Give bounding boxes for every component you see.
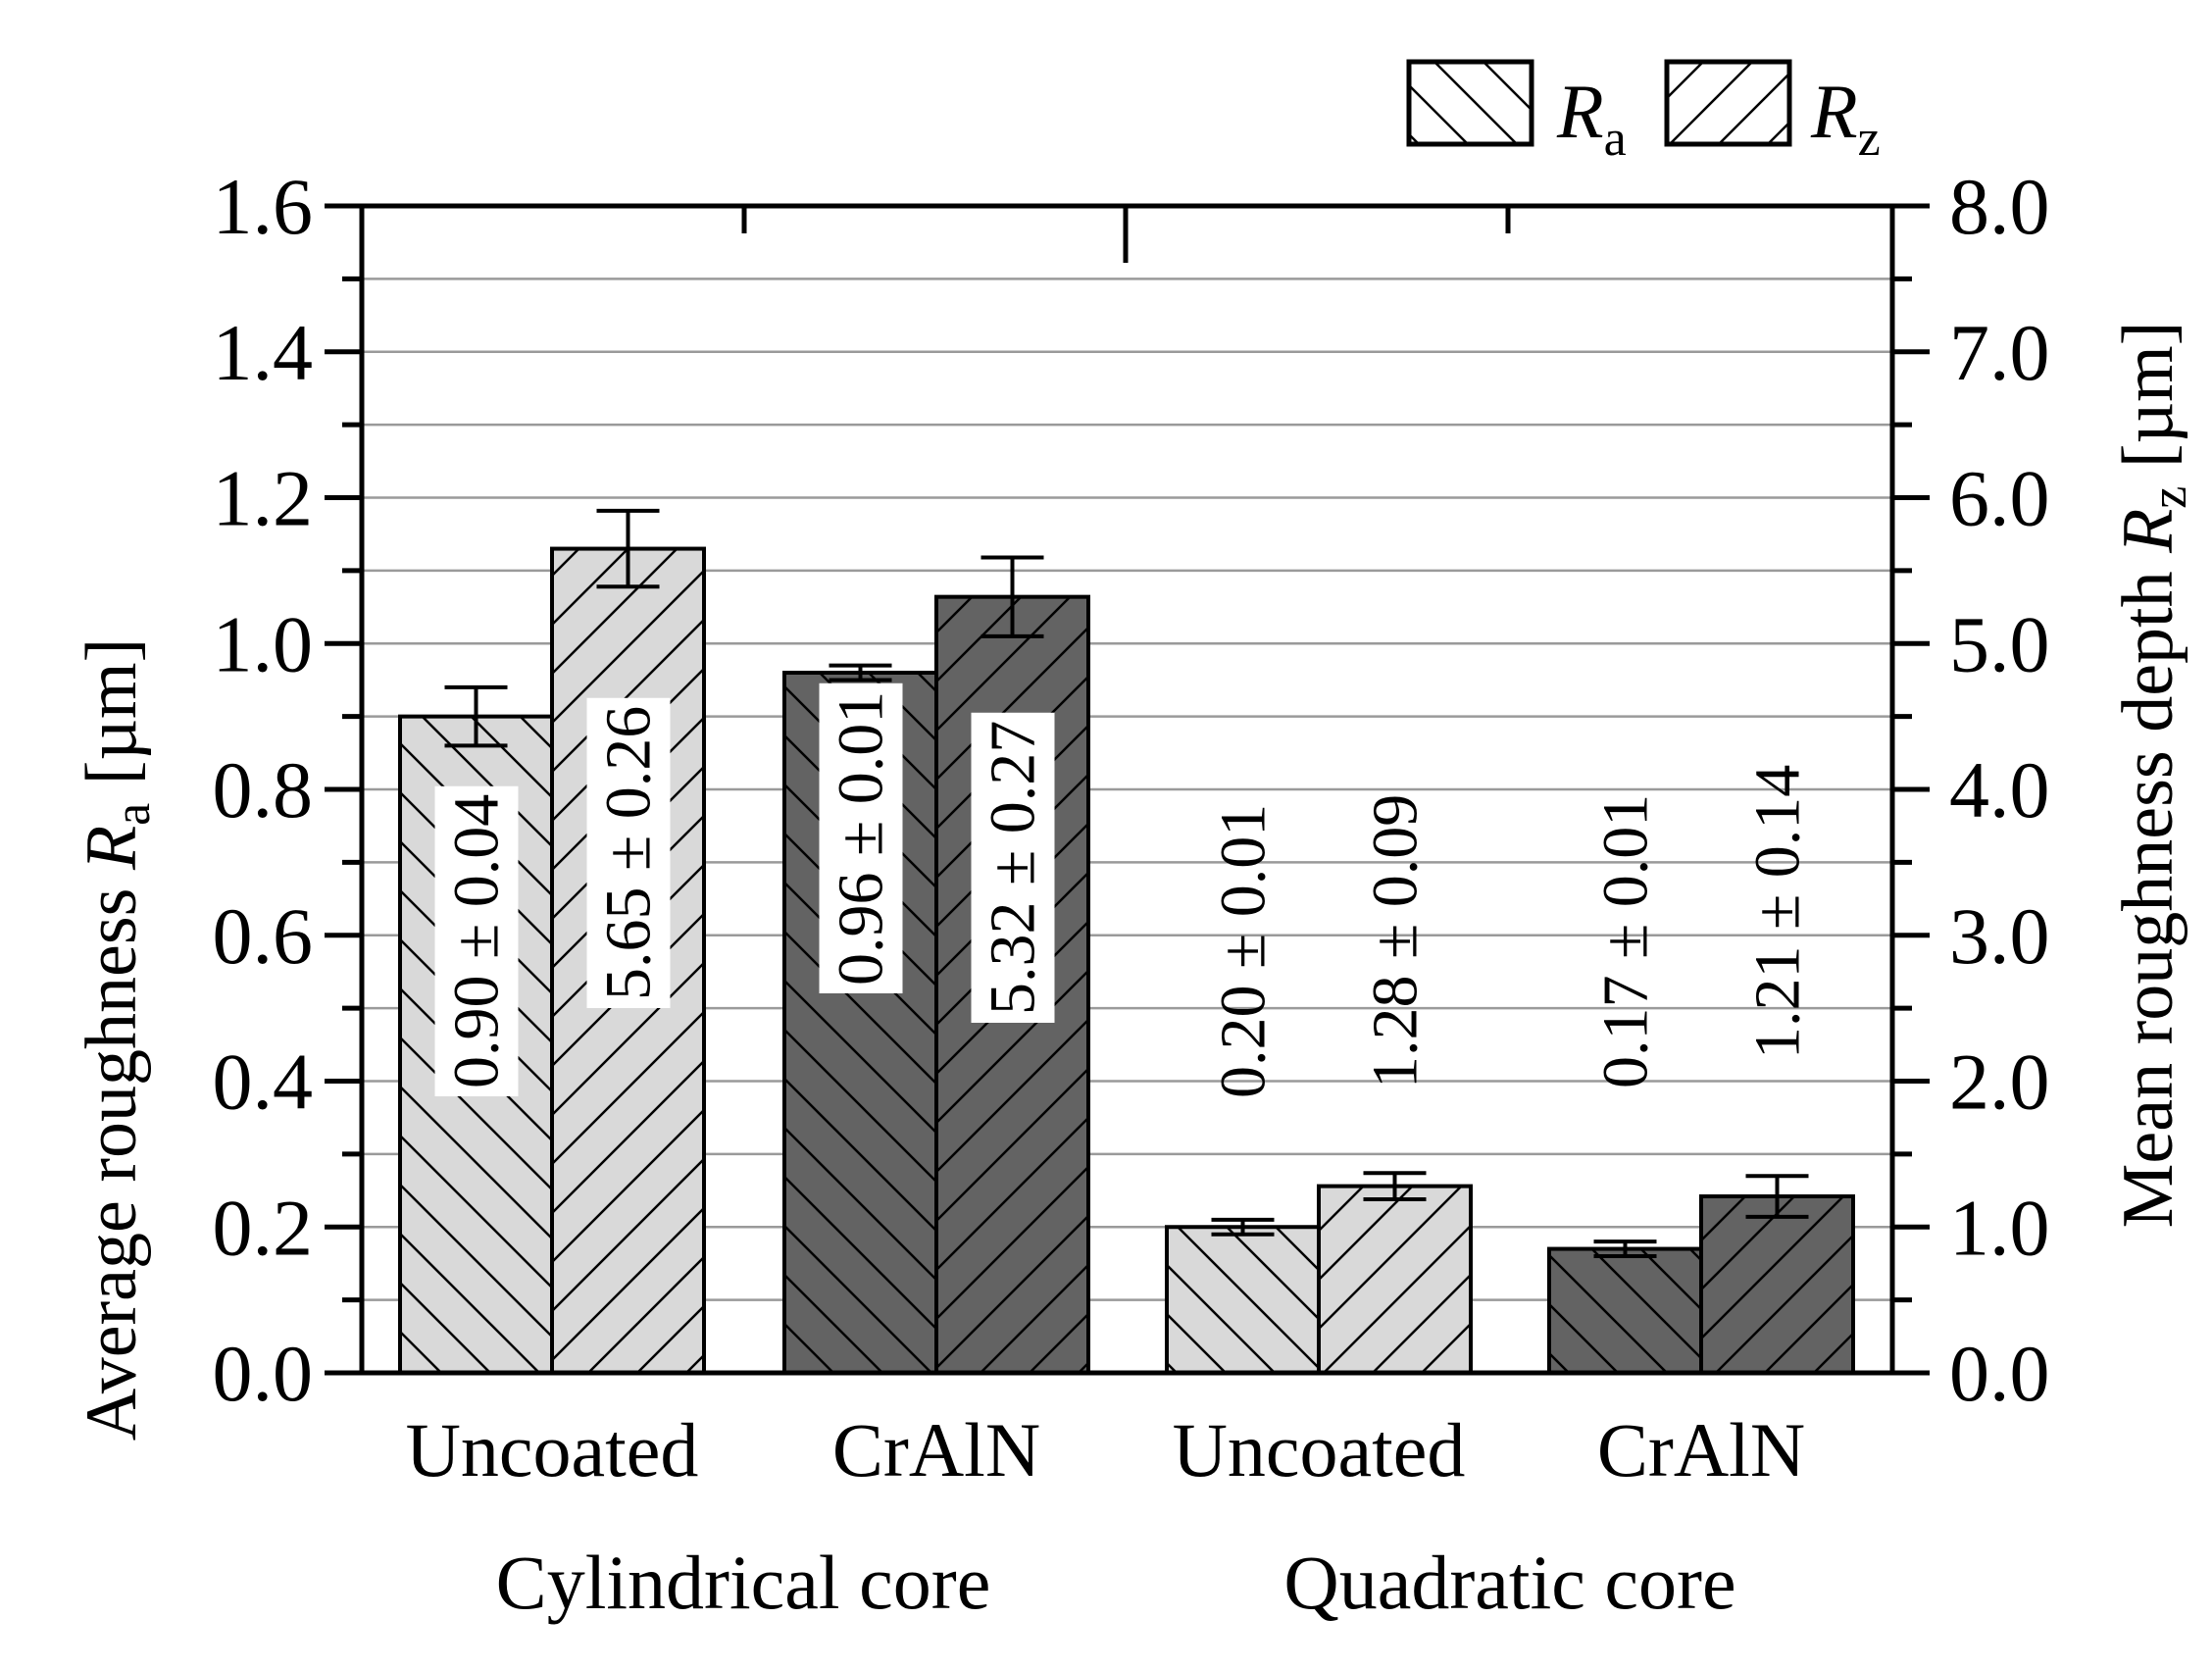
- legend-swatch-rz: [1664, 59, 1792, 147]
- error-bars: [444, 508, 1809, 1258]
- data-label-group: 5.32 ± 0.27: [971, 712, 1055, 1023]
- data-label-background: [819, 683, 903, 993]
- y-left-tick-label: 1.4: [213, 308, 314, 397]
- data-label-ra-1: 0.96 ± 0.01: [826, 691, 897, 986]
- category-label-0: Uncoated: [406, 1407, 699, 1492]
- group-label-quadratic: Quadratic core: [1283, 1540, 1735, 1625]
- y-right-tick-label: 0.0: [1949, 1329, 2050, 1418]
- y-left-tick-label: 0.2: [213, 1183, 314, 1272]
- data-label-group: 0.96 ± 0.01: [819, 683, 903, 993]
- data-label-rz-1: 5.32 ± 0.27: [978, 721, 1049, 1015]
- y-right-tick-label: 2.0: [1949, 1037, 2050, 1127]
- y-left-tick-label: 1.2: [213, 454, 314, 543]
- data-label-rz-2: 1.28 ± 0.09: [1360, 794, 1432, 1088]
- category-label-2: Uncoated: [1173, 1407, 1466, 1492]
- data-label-group: 1.28 ± 0.09: [1360, 794, 1432, 1088]
- legend-label-ra: Ra: [1556, 69, 1627, 167]
- y-right-tick-label: 1.0: [1949, 1183, 2050, 1272]
- legend: Ra Rz: [1406, 59, 1881, 167]
- bar-rz-0: [550, 546, 706, 1375]
- y-left-tick-label: 0.4: [213, 1037, 314, 1127]
- bar-rz-2: [1317, 1184, 1473, 1375]
- y-right-tick-label: 7.0: [1949, 308, 2050, 397]
- data-label-ra-0: 0.90 ± 0.04: [441, 794, 513, 1088]
- y-left-tick-label: 1.6: [213, 162, 314, 251]
- y-right-tick-label: 5.0: [1949, 599, 2050, 688]
- y-left-tick-label: 0.0: [213, 1329, 314, 1418]
- data-label-ra-3: 0.17 ± 0.01: [1590, 794, 1662, 1088]
- data-label-background: [434, 785, 519, 1096]
- data-label-ra-2: 0.20 ± 0.01: [1208, 804, 1280, 1098]
- y-right-axis-title: Mean roughness depth Rz [µm]: [2108, 322, 2197, 1229]
- data-label-rz-0: 5.65 ± 0.26: [593, 706, 665, 1000]
- data-label-group: 0.90 ± 0.04: [434, 785, 519, 1096]
- bar-ra-2: [1165, 1225, 1321, 1375]
- y-left-tick-label: 1.0: [213, 599, 314, 688]
- data-label-group: 0.20 ± 0.01: [1208, 804, 1280, 1098]
- data-label-background: [971, 712, 1055, 1023]
- y-left-axis-title: Average roughness Ra [µm]: [72, 638, 161, 1441]
- data-label-rz-3: 1.21 ± 0.14: [1742, 765, 1814, 1059]
- y-right-tick-label: 6.0: [1949, 454, 2050, 543]
- data-label-group: 5.65 ± 0.26: [586, 697, 671, 1008]
- axes: 0.0 0.2 0.4 0.6 0.8 1.0 1.2 1.4 1.6 0.0 1.0 2.0 3.0 4…: [213, 162, 2050, 1492]
- bar-ra-3: [1547, 1246, 1703, 1375]
- legend-label-rz: Rz: [1810, 69, 1881, 167]
- y-left-tick-label: 0.6: [213, 891, 314, 981]
- y-left-tick-label: 0.8: [213, 745, 314, 834]
- group-label-cylindrical: Cylindrical core: [496, 1540, 991, 1625]
- legend-swatch-ra: [1406, 59, 1534, 147]
- data-label-background: [586, 697, 671, 1008]
- bar-rz-3: [1699, 1194, 1855, 1375]
- bars: [398, 546, 1855, 1375]
- category-label-3: CrAlN: [1597, 1407, 1805, 1492]
- category-label-1: CrAlN: [832, 1407, 1040, 1492]
- data-labels: 0.90 ± 0.04 0.96 ± 0.01 0.20 ± 0.01 0.17 ± …: [434, 683, 1814, 1098]
- y-right-tick-label: 3.0: [1949, 891, 2050, 981]
- data-label-group: 0.17 ± 0.01: [1590, 794, 1662, 1088]
- y-right-tick-label: 8.0: [1949, 162, 2050, 251]
- data-label-group: 1.21 ± 0.14: [1742, 765, 1814, 1059]
- y-right-tick-label: 4.0: [1949, 745, 2050, 834]
